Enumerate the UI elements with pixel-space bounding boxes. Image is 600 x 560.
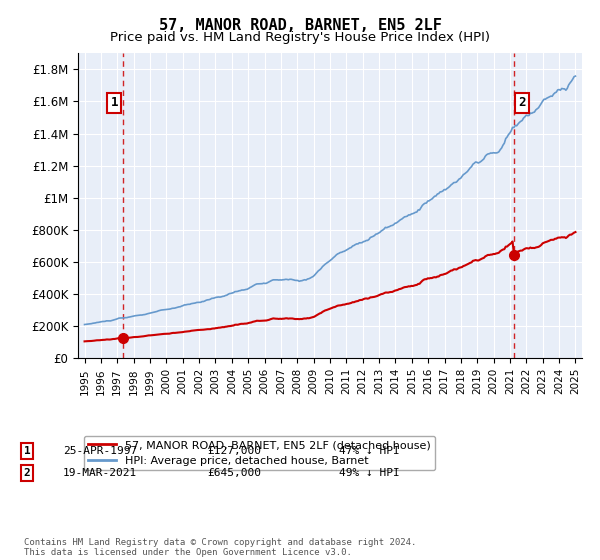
Text: £645,000: £645,000 <box>207 468 261 478</box>
Text: 1: 1 <box>23 446 31 456</box>
Text: Price paid vs. HM Land Registry's House Price Index (HPI): Price paid vs. HM Land Registry's House … <box>110 31 490 44</box>
Text: £127,000: £127,000 <box>207 446 261 456</box>
Text: 2: 2 <box>518 96 526 110</box>
Text: 1: 1 <box>110 96 118 110</box>
Text: Contains HM Land Registry data © Crown copyright and database right 2024.
This d: Contains HM Land Registry data © Crown c… <box>24 538 416 557</box>
Text: 47% ↓ HPI: 47% ↓ HPI <box>339 446 400 456</box>
Legend: 57, MANOR ROAD, BARNET, EN5 2LF (detached house), HPI: Average price, detached h: 57, MANOR ROAD, BARNET, EN5 2LF (detache… <box>83 436 435 470</box>
Text: 49% ↓ HPI: 49% ↓ HPI <box>339 468 400 478</box>
Text: 19-MAR-2021: 19-MAR-2021 <box>63 468 137 478</box>
Text: 57, MANOR ROAD, BARNET, EN5 2LF: 57, MANOR ROAD, BARNET, EN5 2LF <box>158 18 442 33</box>
Text: 25-APR-1997: 25-APR-1997 <box>63 446 137 456</box>
Text: 2: 2 <box>23 468 31 478</box>
